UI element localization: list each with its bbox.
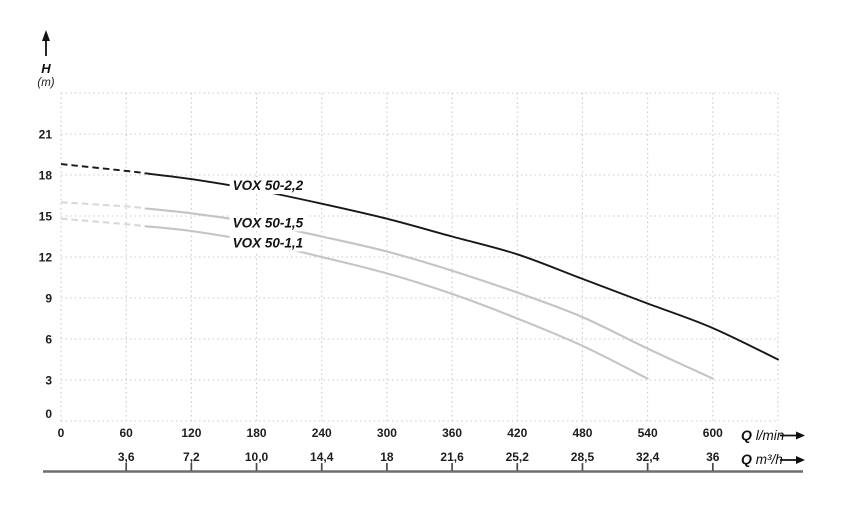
- y-tick-label: 0: [45, 407, 52, 421]
- curve-label: VOX 50-1,1: [233, 235, 304, 250]
- x-tick-label-lmin: 300: [377, 426, 397, 440]
- x-axis-title-m3h: Q m³/h: [741, 451, 783, 467]
- x-tick-label-lmin: 360: [442, 426, 462, 440]
- grid: [60, 92, 779, 422]
- y-axis-unit: (m): [37, 77, 54, 89]
- curves: [60, 163, 779, 380]
- curve-vox-50-1-1-dashed: [60, 217, 146, 228]
- y-axis-title: H: [41, 61, 51, 76]
- curve-vox-50-1-1: [144, 225, 649, 380]
- curve-label: VOX 50-2,2: [233, 178, 304, 193]
- y-tick-label: 18: [39, 168, 53, 182]
- x-tick-label-m3h: 3,6: [118, 450, 135, 464]
- up-arrow-icon: [42, 30, 50, 41]
- x-axis-lmin-ticks: 0 60 120 180 240 300 360 420 480 540 600: [58, 426, 723, 440]
- curve-label-backing: [229, 234, 307, 252]
- x-tick-label-lmin: 240: [312, 426, 332, 440]
- curve-vox-50-1-5: [144, 207, 714, 380]
- x-tick-label-lmin: 420: [507, 426, 527, 440]
- x-tick-label-m3h: 25,2: [506, 450, 530, 464]
- curve-vox-50-2-2-dashed: [60, 163, 151, 175]
- y-tick-label: 6: [45, 332, 52, 346]
- x-tick-label-m3h: 36: [706, 450, 720, 464]
- y-tick-label: 3: [45, 373, 52, 387]
- x-tick-label-lmin: 120: [181, 426, 201, 440]
- y-tick-label: 15: [39, 209, 53, 223]
- curve-label-backing: [229, 214, 307, 232]
- x-tick-label-m3h: 28,5: [571, 450, 595, 464]
- x-axis-m3h: 3,6 7,2 10,0 14,4 18 21,6 25,2 28,5 32,4 36: [43, 450, 803, 473]
- x-tick-label-m3h: 14,4: [310, 450, 334, 464]
- y-tick-label: 9: [45, 291, 52, 305]
- y-tick-label: 12: [39, 250, 53, 264]
- curve-vox-50-2-2: [149, 172, 779, 361]
- y-axis-ticks: 0 3 6 9 12 15 18 21: [39, 127, 53, 421]
- right-arrow-icon: [796, 456, 805, 464]
- curve-vox-50-1-5-dashed: [60, 201, 146, 210]
- x-tick-label-m3h: 21,6: [440, 450, 464, 464]
- right-arrow-icon: [796, 431, 805, 440]
- x-axis-title-lmin: Q l/min: [741, 427, 784, 443]
- curve-label-backing: [229, 177, 307, 195]
- curve-labels: VOX 50-1,5 VOX 50-1,1 VOX 50-2,2: [229, 177, 307, 252]
- x-tick-label-m3h: 7,2: [183, 450, 200, 464]
- x-tick-label-m3h: 18: [380, 450, 394, 464]
- x-tick-label-lmin: 180: [247, 426, 267, 440]
- x-tick-label-m3h: 10,0: [245, 450, 269, 464]
- y-tick-label: 21: [39, 127, 53, 141]
- x-tick-label-lmin: 0: [58, 426, 65, 440]
- x-tick-label-lmin: 60: [120, 426, 134, 440]
- axis-titles: H(m) Q l/min Q m³/h: [37, 30, 805, 467]
- x-tick-label-lmin: 540: [638, 426, 658, 440]
- x-tick-label-m3h: 32,4: [636, 450, 660, 464]
- curve-label: VOX 50-1,5: [233, 215, 304, 230]
- x-tick-label-lmin: 600: [703, 426, 723, 440]
- x-tick-label-lmin: 480: [572, 426, 592, 440]
